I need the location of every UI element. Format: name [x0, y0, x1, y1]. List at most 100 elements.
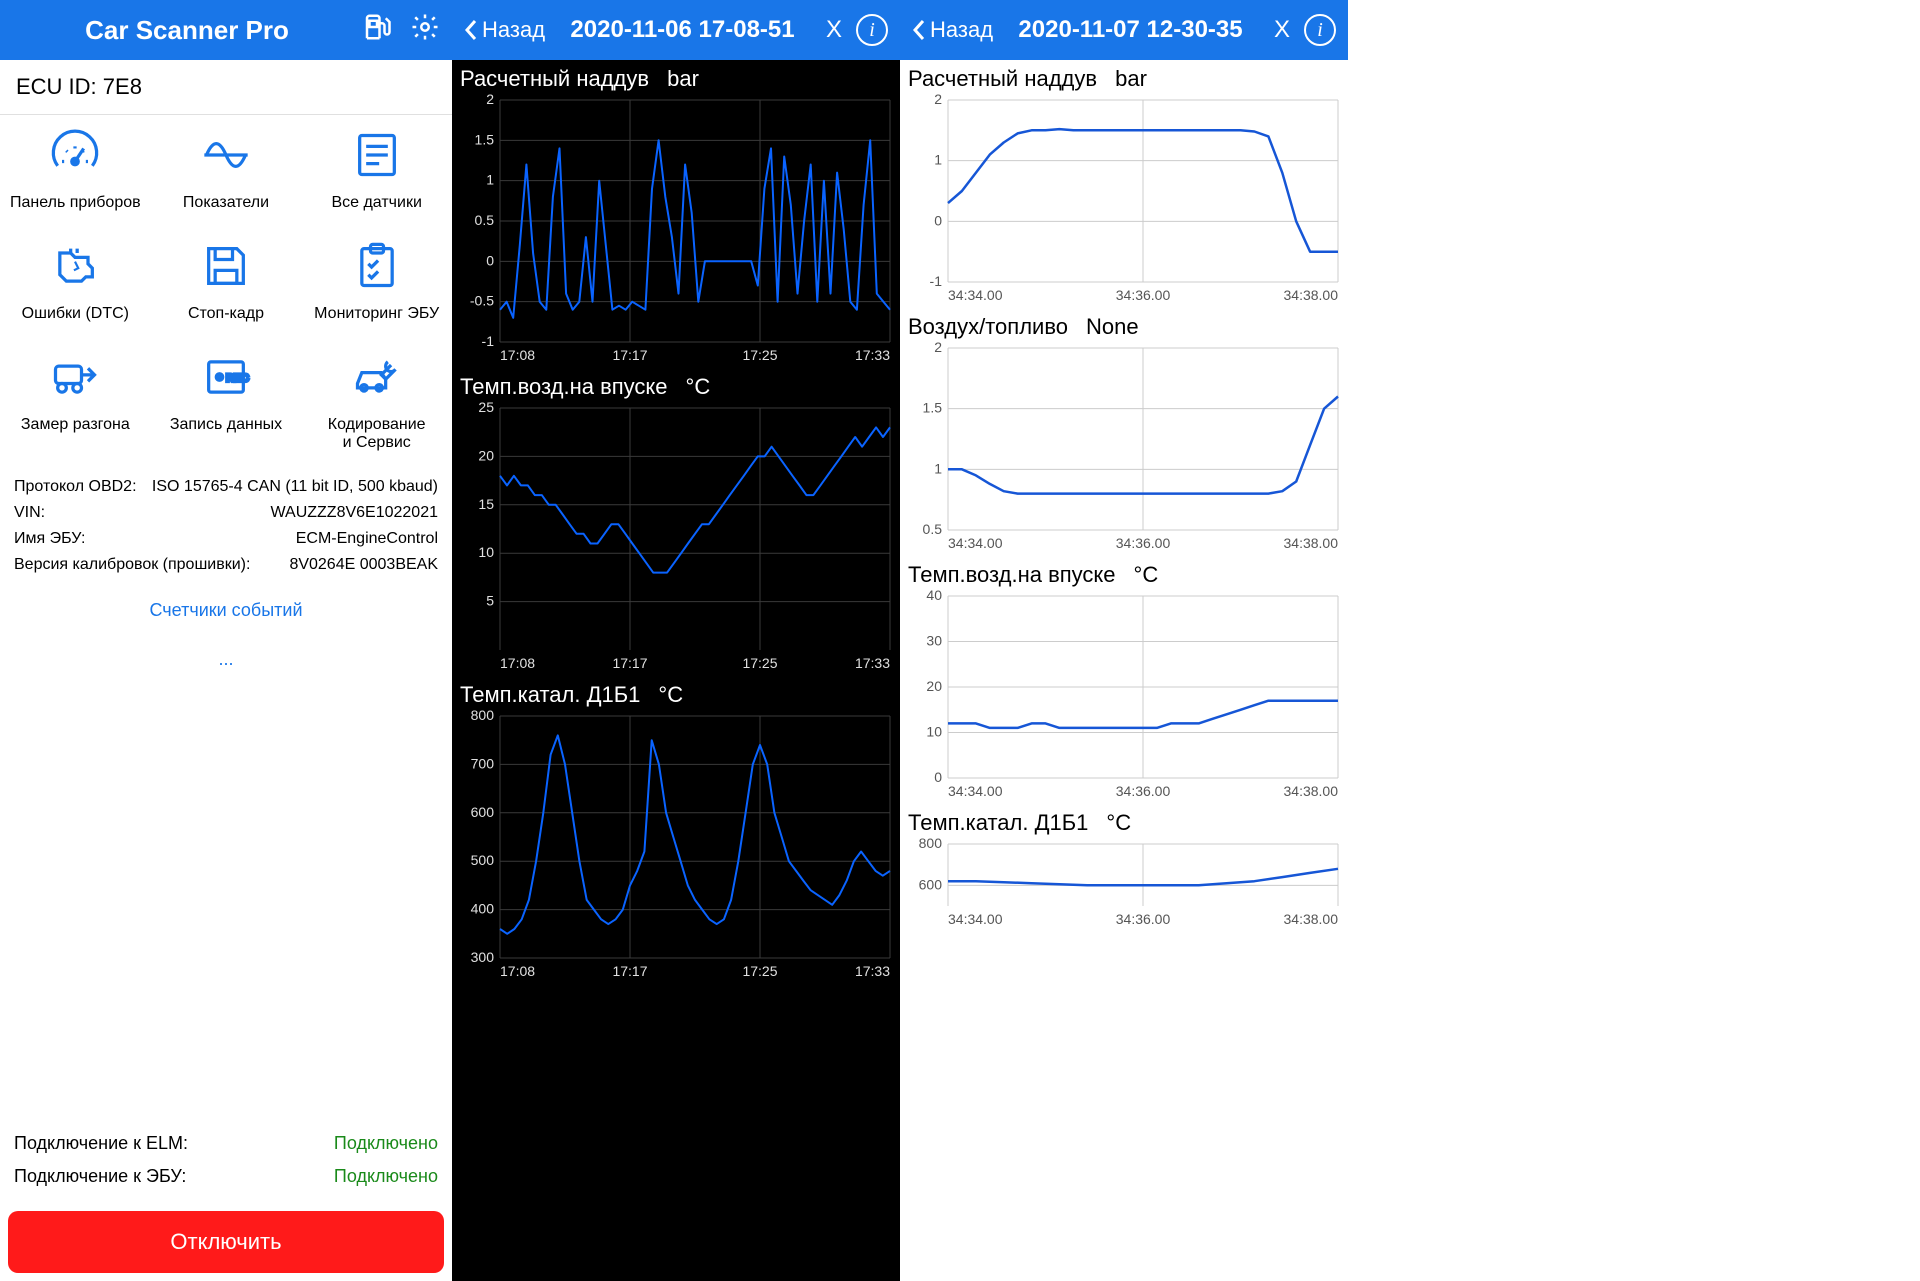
svg-text:34:34.00: 34:34.00	[948, 783, 1003, 799]
svg-text:34:36.00: 34:36.00	[1116, 535, 1171, 551]
svg-text:700: 700	[471, 755, 495, 771]
menu-item-floppy[interactable]: Стоп-кадр	[151, 226, 302, 337]
svg-text:0: 0	[934, 769, 942, 785]
back-button[interactable]: Назад	[912, 17, 993, 43]
menu-label: Показатели	[157, 194, 296, 212]
info-row: Имя ЭБУ:ECM-EngineControl	[14, 526, 438, 552]
info-row: Версия калибровок (прошивки):8V0264E 000…	[14, 552, 438, 578]
svg-text:34:36.00: 34:36.00	[1116, 287, 1171, 303]
svg-text:800: 800	[471, 710, 495, 723]
menu-item-accel[interactable]: Замер разгона	[0, 337, 151, 466]
event-counters-link[interactable]: Счетчики событий	[0, 586, 452, 635]
svg-text:-1: -1	[930, 273, 943, 289]
page-title: 2020-11-07 12-30-35	[993, 16, 1268, 44]
info-icon[interactable]: i	[856, 14, 888, 46]
svg-text:34:34.00: 34:34.00	[948, 535, 1003, 551]
svg-text:0.5: 0.5	[923, 521, 943, 537]
svg-text:800: 800	[919, 838, 943, 851]
close-button[interactable]: X	[1274, 16, 1290, 44]
info-icon[interactable]: i	[1304, 14, 1336, 46]
svg-text:30: 30	[926, 633, 942, 649]
svg-text:17:17: 17:17	[612, 963, 647, 979]
chart-title: Темп.катал. Д1Б1°C	[452, 676, 900, 710]
chart-plot: 30040050060070080017:0817:1717:2517:33	[456, 710, 896, 980]
menu-label: Стоп-кадр	[157, 305, 296, 323]
chart-header: Назад 2020-11-07 12-30-35 X i	[900, 0, 1348, 60]
gauge-icon	[6, 129, 145, 186]
chart-title: Расчетный наддувbar	[452, 60, 900, 94]
svg-text:REC: REC	[226, 372, 249, 384]
chart-plot: -1-0.500.511.5217:0817:1717:2517:33	[456, 94, 896, 364]
svg-text:0.5: 0.5	[475, 212, 495, 228]
accel-icon	[6, 351, 145, 408]
menu-item-clipboard[interactable]: Мониторинг ЭБУ	[301, 226, 452, 337]
more-link[interactable]: ...	[0, 635, 452, 684]
svg-text:17:17: 17:17	[612, 655, 647, 671]
svg-text:17:17: 17:17	[612, 347, 647, 363]
page-title: 2020-11-06 17-08-51	[545, 16, 820, 44]
svg-text:34:34.00: 34:34.00	[948, 287, 1003, 303]
chart-plot: 01020304034:34.0034:36.0034:38.00	[904, 590, 1344, 800]
engine-icon	[6, 240, 145, 297]
menu-item-engine[interactable]: Ошибки (DTC)	[0, 226, 151, 337]
svg-text:17:08: 17:08	[500, 347, 535, 363]
chart-plot: 0.511.5234:34.0034:36.0034:38.00	[904, 342, 1344, 552]
floppy-icon	[157, 240, 296, 297]
svg-text:17:25: 17:25	[742, 347, 777, 363]
svg-text:1: 1	[486, 172, 494, 188]
svg-text:10: 10	[478, 544, 494, 560]
svg-text:17:08: 17:08	[500, 655, 535, 671]
chart-plot: 51015202517:0817:1717:2517:33	[456, 402, 896, 672]
svg-text:15: 15	[478, 496, 494, 512]
svg-text:300: 300	[471, 949, 495, 965]
svg-text:-0.5: -0.5	[470, 293, 494, 309]
menu-grid: Панель приборов Показатели Все датчики Ошиб…	[0, 115, 452, 466]
menu-label: Панель приборов	[6, 194, 145, 212]
menu-label: Кодированиеи Сервис	[307, 416, 446, 452]
close-button[interactable]: X	[826, 16, 842, 44]
svg-text:17:08: 17:08	[500, 963, 535, 979]
svg-text:40: 40	[926, 590, 942, 603]
menu-label: Запись данных	[157, 416, 296, 434]
clipboard-icon	[307, 240, 446, 297]
info-row: VIN:WAUZZZ8V6E1022021	[14, 500, 438, 526]
gear-icon[interactable]	[410, 12, 440, 48]
menu-item-list[interactable]: Все датчики	[301, 115, 452, 226]
svg-text:17:33: 17:33	[855, 963, 890, 979]
svg-text:1: 1	[934, 152, 942, 168]
fuel-icon[interactable]	[362, 12, 392, 48]
disconnect-button[interactable]: Отключить	[8, 1211, 444, 1273]
chart-title: Воздух/топливоNone	[900, 308, 1348, 342]
back-button[interactable]: Назад	[464, 17, 545, 43]
svg-text:34:34.00: 34:34.00	[948, 911, 1003, 927]
svg-text:500: 500	[471, 852, 495, 868]
svg-text:34:38.00: 34:38.00	[1284, 287, 1339, 303]
chart-plot: -101234:34.0034:36.0034:38.00	[904, 94, 1344, 304]
chart-plot: 600 800 34:34.00 34:36.00 34:38.00	[904, 838, 1344, 928]
chart-title: Темп.катал. Д1Б1°C	[900, 804, 1348, 838]
menu-item-wave[interactable]: Показатели	[151, 115, 302, 226]
list-icon	[307, 129, 446, 186]
svg-text:1.5: 1.5	[923, 400, 943, 416]
wave-icon	[157, 129, 296, 186]
menu-label: Все датчики	[307, 194, 446, 212]
svg-text:5: 5	[486, 593, 494, 609]
menu-item-gauge[interactable]: Панель приборов	[0, 115, 151, 226]
svg-text:25: 25	[478, 402, 494, 415]
ecu-id: ECU ID: 7E8	[0, 60, 452, 115]
rec-icon: REC	[157, 351, 296, 408]
menu-item-rec[interactable]: REC Запись данных	[151, 337, 302, 466]
carwrench-icon	[307, 351, 446, 408]
menu-item-carwrench[interactable]: Кодированиеи Сервис	[301, 337, 452, 466]
svg-text:34:36.00: 34:36.00	[1116, 911, 1171, 927]
vehicle-info: Протокол OBD2:ISO 15765-4 CAN (11 bit ID…	[0, 466, 452, 586]
svg-text:34:38.00: 34:38.00	[1284, 911, 1339, 927]
svg-text:400: 400	[471, 901, 495, 917]
chart-title: Темп.возд.на впуске°C	[900, 556, 1348, 590]
connection-status: Подключение к ELM:ПодключеноПодключение …	[0, 1119, 452, 1201]
svg-text:34:38.00: 34:38.00	[1284, 535, 1339, 551]
svg-text:600: 600	[919, 876, 943, 892]
app-header: Car Scanner Pro	[0, 0, 452, 60]
svg-text:1: 1	[934, 460, 942, 476]
menu-label: Мониторинг ЭБУ	[307, 305, 446, 323]
